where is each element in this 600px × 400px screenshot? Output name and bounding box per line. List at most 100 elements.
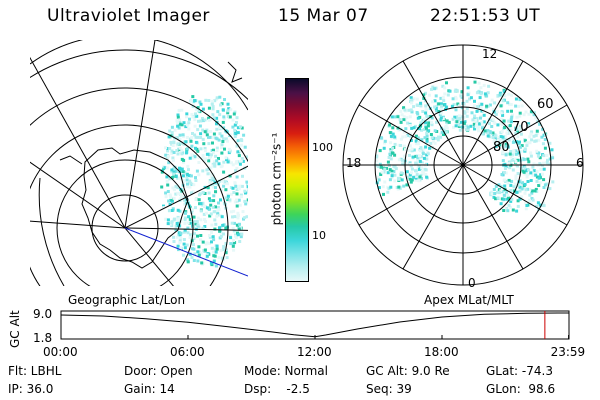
aurora-pixel-polar	[517, 151, 521, 155]
aurora-pixel-polar	[535, 179, 539, 183]
aurora-pixel-geo	[199, 202, 203, 206]
aurora-pixel-geo	[199, 119, 203, 123]
aurora-pixel-polar	[500, 139, 504, 143]
aurora-pixel-polar	[493, 192, 497, 195]
aurora-pixel-polar	[529, 151, 533, 155]
aurora-pixel-geo	[197, 198, 201, 202]
aurora-pixel-polar	[475, 91, 479, 95]
aurora-pixel-geo	[194, 108, 198, 112]
aurora-pixel-geo	[202, 142, 206, 146]
aurora-pixel-polar	[503, 162, 507, 166]
aurora-pixel-geo	[172, 235, 175, 239]
aurora-pixel-geo	[218, 229, 222, 233]
aurora-pixel-geo	[233, 129, 237, 132]
aurora-pixel-geo	[219, 234, 223, 238]
aurora-pixel-geo	[221, 140, 225, 143]
aurora-pixel-geo	[189, 99, 193, 103]
aurora-pixel-polar	[383, 141, 387, 145]
aurora-pixel-geo	[212, 259, 216, 263]
aurora-pixel-geo	[176, 176, 180, 180]
aurora-pixel-polar	[528, 135, 532, 139]
aurora-pixel-geo	[188, 233, 192, 237]
mlt-label-6: 6	[576, 156, 584, 170]
aurora-pixel-polar	[460, 90, 464, 94]
aurora-pixel-polar	[516, 199, 520, 203]
aurora-pixel-geo	[223, 147, 226, 151]
aurora-pixel-geo	[233, 241, 237, 245]
aurora-pixel-geo	[226, 198, 230, 202]
aurora-pixel-polar	[488, 122, 491, 126]
aurora-pixel-polar	[507, 162, 511, 166]
longitude-lines	[30, 40, 248, 286]
aurora-pixel-geo	[174, 184, 178, 188]
aurora-pixel-polar	[538, 156, 542, 160]
aurora-pixel-polar	[450, 104, 454, 108]
aurora-pixel-geo	[186, 182, 189, 186]
aurora-pixel-geo	[178, 176, 182, 180]
aurora-pixel-geo	[236, 233, 240, 237]
aurora-pixel-polar	[430, 123, 434, 127]
aurora-pixel-polar	[404, 127, 408, 131]
aurora-pixel-polar	[467, 91, 471, 95]
x-tick-label: 00:00	[43, 345, 78, 359]
aurora-pixel-polar	[422, 147, 426, 151]
aurora-pixel-geo	[182, 253, 185, 257]
aurora-pixel-polar	[407, 148, 411, 152]
aurora-pixel-polar	[539, 173, 543, 177]
aurora-pixel-geo	[224, 156, 228, 160]
aurora-pixel-geo	[203, 248, 207, 252]
y-tick-1.8: 1.8	[33, 331, 53, 345]
aurora-pixel-geo	[194, 197, 198, 201]
aurora-pixel-geo	[218, 113, 222, 117]
aurora-pixel-geo	[240, 184, 244, 188]
aurora-pixel-polar	[496, 94, 500, 97]
aurora-pixel-geo	[197, 119, 200, 123]
aurora-pixel-polar	[475, 119, 479, 123]
aurora-pixel-geo	[170, 176, 174, 179]
aurora-pixel-polar	[387, 156, 391, 159]
aurora-pixel-polar	[437, 102, 441, 106]
aurora-pixel-polar	[523, 191, 527, 195]
aurora-pixel-polar	[389, 149, 393, 153]
aurora-pixel-geo	[228, 149, 232, 153]
aurora-pixel-polar	[424, 168, 428, 172]
aurora-pixel-geo	[218, 95, 222, 99]
aurora-pixel-polar	[424, 126, 428, 130]
aurora-pixel-polar	[427, 118, 431, 121]
aurora-pixel-geo	[178, 241, 182, 245]
colorbar-tick-100: 100	[312, 141, 333, 154]
aurora-pixel-polar	[539, 167, 543, 171]
aurora-pixel-polar	[498, 143, 502, 147]
aurora-pixel-geo	[162, 206, 166, 210]
aurora-pixel-polar	[490, 125, 494, 128]
aurora-pixel-polar	[502, 197, 506, 201]
aurora-pixel-polar	[531, 165, 535, 169]
aurora-pixel-polar	[394, 167, 398, 171]
aurora-pixel-geo	[196, 128, 200, 132]
aurora-pixel-polar	[518, 185, 522, 189]
aurora-pixel-polar	[388, 123, 392, 127]
aurora-pixel-polar	[480, 109, 484, 113]
aurora-pixel-geo	[187, 121, 191, 125]
aurora-pixel-polar	[503, 178, 507, 182]
aurora-pixel-polar	[396, 187, 400, 191]
aurora-pixel-geo	[185, 150, 189, 154]
aurora-pixel-geo	[166, 222, 170, 226]
aurora-pixel-polar	[535, 149, 539, 153]
aurora-pixel-geo	[201, 191, 205, 194]
aurora-pixel-polar	[462, 121, 466, 125]
aurora-pixel-geo	[239, 195, 243, 199]
aurora-pixel-polar	[400, 113, 404, 117]
aurora-pixel-polar	[393, 135, 397, 139]
aurora-pixel-geo	[220, 146, 224, 149]
aurora-pixel-geo	[207, 167, 211, 171]
aurora-pixel-polar	[402, 118, 406, 121]
aurora-pixel-geo	[177, 126, 181, 130]
aurora-pixel-geo	[179, 141, 183, 145]
aurora-pixel-geo	[167, 161, 171, 165]
aurora-pixel-polar	[514, 97, 518, 101]
aurora-pixel-geo	[163, 166, 167, 170]
aurora-pixel-polar	[520, 144, 524, 148]
aurora-pixel-geo	[199, 147, 203, 151]
aurora-pixel-geo	[215, 116, 219, 120]
